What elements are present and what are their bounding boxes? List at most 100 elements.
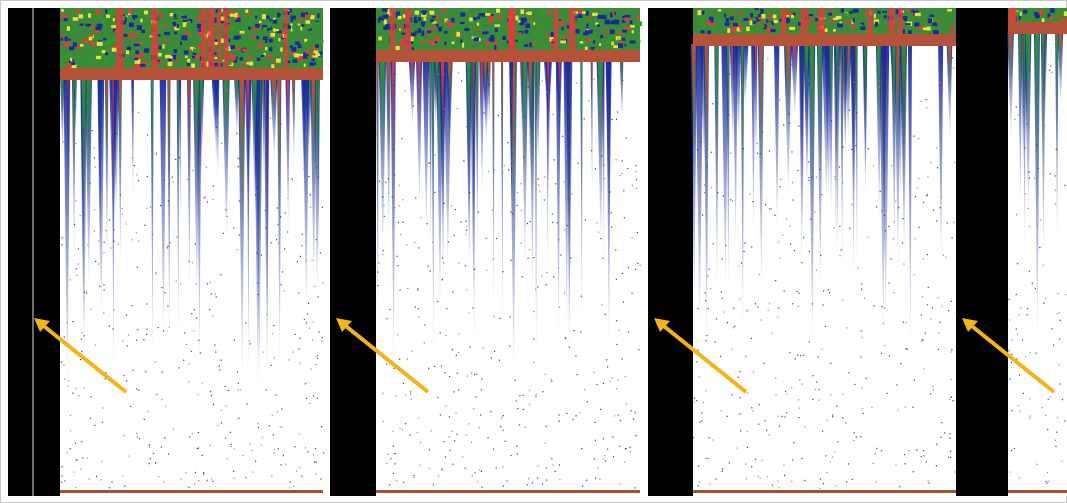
speckle xyxy=(277,411,278,412)
speckle xyxy=(595,440,596,441)
speckle xyxy=(508,169,509,170)
red-column xyxy=(224,8,229,68)
speckle xyxy=(438,475,439,476)
speckle xyxy=(386,318,387,319)
speckle xyxy=(167,305,168,306)
speckle xyxy=(563,181,564,182)
speckle xyxy=(545,442,546,443)
speckle xyxy=(465,221,466,222)
speckle xyxy=(542,391,543,392)
speckle xyxy=(1016,358,1017,359)
surface-speck xyxy=(791,15,794,18)
speckle xyxy=(879,80,880,81)
surface-speck xyxy=(251,55,253,57)
speckle xyxy=(551,381,552,382)
speckle xyxy=(949,399,950,400)
speckle xyxy=(546,91,547,92)
speckle xyxy=(888,283,889,284)
speckle xyxy=(73,181,74,182)
speckle xyxy=(941,437,942,438)
speckle xyxy=(500,318,501,319)
speckle xyxy=(1057,313,1058,314)
speckle xyxy=(382,254,383,255)
speckle xyxy=(799,379,800,380)
surface-speck xyxy=(172,19,178,22)
speckle xyxy=(1036,353,1037,354)
speckle xyxy=(1047,472,1048,473)
seabed-line xyxy=(1008,490,1067,493)
surface-speck xyxy=(433,25,437,28)
speckle xyxy=(822,305,823,306)
speckle xyxy=(628,331,629,332)
speckle xyxy=(828,289,829,290)
speckle xyxy=(552,222,553,223)
speckle xyxy=(1051,328,1052,329)
speckle xyxy=(743,251,744,252)
speckle xyxy=(72,393,73,394)
speckle xyxy=(834,451,835,452)
speckle xyxy=(137,329,138,330)
speckle xyxy=(129,455,130,456)
surface-speck xyxy=(69,47,74,51)
speckle xyxy=(705,292,706,293)
speckle xyxy=(722,298,723,299)
speckle xyxy=(294,334,295,335)
speckle xyxy=(225,438,226,439)
surface-speck xyxy=(833,29,836,31)
speckle xyxy=(432,242,433,243)
speckle xyxy=(115,92,116,93)
surface-speck xyxy=(310,15,314,19)
speckle xyxy=(126,380,127,381)
speckle xyxy=(721,292,722,293)
surface-speck xyxy=(710,26,715,29)
speckle xyxy=(603,438,604,439)
surface-speck xyxy=(135,50,139,54)
surface-speck xyxy=(452,41,455,44)
speckle xyxy=(98,240,99,241)
speckle xyxy=(603,459,604,460)
surface-speck xyxy=(586,24,588,29)
speckle xyxy=(615,159,616,160)
speckle xyxy=(282,427,283,428)
speckle xyxy=(250,343,251,344)
speckle xyxy=(546,284,547,285)
speckle xyxy=(747,447,748,448)
speckle xyxy=(458,72,459,73)
speckle xyxy=(881,353,882,354)
speckle xyxy=(478,212,479,213)
speckle xyxy=(783,464,784,465)
speckle xyxy=(437,74,438,75)
surface-speck xyxy=(167,59,172,61)
speckle xyxy=(98,263,99,264)
surface-speck xyxy=(539,35,542,38)
speckle xyxy=(512,213,513,214)
seabed-line xyxy=(376,490,640,493)
speckle xyxy=(791,387,792,388)
speckle xyxy=(861,337,862,338)
speckle xyxy=(842,146,843,147)
speckle xyxy=(537,465,538,466)
surface-speck xyxy=(438,35,441,37)
surface-speck xyxy=(411,33,416,37)
surface-speck xyxy=(316,8,321,11)
speckle xyxy=(281,408,282,409)
speckle xyxy=(780,179,781,180)
red-column xyxy=(390,8,396,50)
speckle xyxy=(625,448,626,449)
speckle xyxy=(699,213,700,214)
speckle xyxy=(568,225,569,226)
speckle xyxy=(251,450,252,451)
speckle xyxy=(280,216,281,217)
speckle xyxy=(477,481,478,482)
speckle xyxy=(124,435,125,436)
speckle xyxy=(388,178,389,179)
speckle xyxy=(202,455,203,456)
speckle xyxy=(899,486,900,487)
speckle xyxy=(163,481,164,482)
speckle xyxy=(449,436,450,437)
surface-speck xyxy=(144,11,148,15)
speckle xyxy=(723,195,724,196)
surface-speck xyxy=(315,22,320,25)
surface-speck xyxy=(711,18,713,23)
speckle xyxy=(731,394,732,395)
